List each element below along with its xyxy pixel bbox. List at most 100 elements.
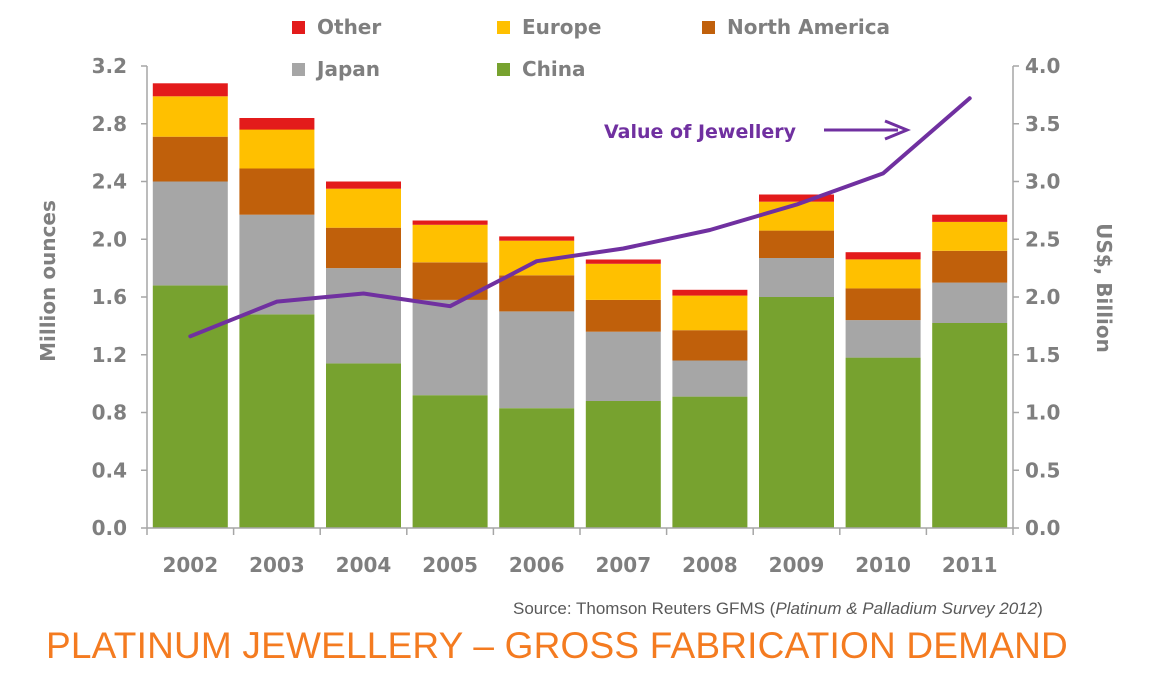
bar-other-2004: [326, 181, 401, 189]
bar-china-2002: [152, 285, 228, 528]
x-tick-label: 2010: [855, 553, 911, 577]
legend: Other Europe North America Japan China: [292, 15, 890, 81]
source-suffix: ): [1037, 599, 1043, 618]
bar-europe-2011: [932, 221, 1008, 251]
x-tick-label: 2002: [162, 553, 218, 577]
y2-tick-label: 2.5: [1025, 227, 1060, 251]
y-tick-label: 2.0: [92, 227, 127, 251]
bar-other-2005: [412, 220, 488, 225]
source-prefix: Source: Thomson Reuters GFMS (: [513, 599, 776, 618]
legend-swatch-north-america: [702, 21, 715, 34]
bars-group: [152, 83, 1008, 528]
y2-tick-label: 3.5: [1025, 112, 1060, 136]
bar-north-america-2003: [239, 168, 315, 215]
y-tick-label: 2.8: [92, 112, 127, 136]
bar-china-2008: [672, 396, 748, 528]
chart: 0.0 0.4 0.8 1.2 1.6 2.0 2.4 2.8 3.2 0.0 0.5 1.0 1.5 2…: [36, 15, 1116, 577]
bar-other-2011: [932, 214, 1008, 222]
legend-label-europe: Europe: [522, 15, 601, 39]
axes-group: 0.0 0.4 0.8 1.2 1.6 2.0 2.4 2.8 3.2 0.0 0.5 1.0 1.5 2…: [92, 54, 1061, 577]
legend-label-china: China: [522, 57, 586, 81]
bar-japan-2006: [499, 311, 575, 409]
y-tick-label: 1.2: [92, 343, 127, 367]
bar-japan-2010: [845, 320, 921, 358]
y2-tick-label: 1.5: [1025, 343, 1060, 367]
legend-label-north-america: North America: [727, 15, 890, 39]
legend-swatch-europe: [497, 21, 510, 34]
legend-label-japan: Japan: [315, 57, 380, 81]
bar-north-america-2008: [672, 330, 748, 361]
bar-north-america-2010: [845, 288, 921, 321]
legend-label-other: Other: [317, 15, 381, 39]
source-note: Source: Thomson Reuters GFMS (Platinum &…: [513, 599, 1133, 619]
legend-swatch-japan: [292, 63, 305, 76]
bar-other-2006: [499, 236, 575, 241]
x-tick-label: 2005: [422, 553, 478, 577]
bar-other-2003: [239, 118, 315, 130]
bar-europe-2004: [326, 188, 401, 228]
bar-europe-2002: [152, 96, 228, 137]
bar-europe-2007: [585, 263, 661, 300]
bar-japan-2005: [412, 299, 488, 396]
bar-north-america-2009: [759, 230, 834, 258]
bar-japan-2004: [326, 268, 401, 364]
bar-japan-2007: [585, 331, 661, 401]
y2-tick-label: 1.0: [1025, 401, 1060, 425]
bar-europe-2008: [672, 295, 748, 331]
bar-north-america-2011: [932, 250, 1008, 283]
value-of-jewellery-line: [188, 96, 972, 339]
x-tick-label: 2008: [682, 553, 738, 577]
source-italic: Platinum & Palladium Survey 2012: [775, 599, 1038, 618]
annotation-label: Value of Jewellery: [604, 121, 797, 143]
value-line-group: [188, 96, 972, 339]
y2-tick-label: 0.5: [1025, 458, 1060, 482]
bar-north-america-2004: [326, 227, 401, 269]
bar-north-america-2006: [499, 275, 575, 312]
annotation: Value of Jewellery: [604, 119, 911, 143]
bar-china-2011: [932, 323, 1008, 528]
bar-other-2008: [672, 289, 748, 296]
x-tick-label: 2003: [249, 553, 305, 577]
y-tick-label: 2.4: [92, 170, 127, 194]
legend-swatch-china: [497, 63, 510, 76]
bar-china-2009: [759, 297, 834, 528]
x-tick-label: 2007: [595, 553, 651, 577]
y-tick-label: 1.6: [92, 285, 127, 309]
y-tick-label: 0.4: [92, 458, 127, 482]
y-tick-label: 0.0: [92, 516, 127, 540]
bar-europe-2005: [412, 224, 488, 263]
bar-japan-2008: [672, 360, 748, 397]
legend-swatch-other: [292, 21, 305, 34]
x-tick-label: 2004: [336, 553, 392, 577]
bar-china-2006: [499, 408, 575, 528]
y-tick-label: 3.2: [92, 54, 127, 78]
y2-tick-label: 2.0: [1025, 285, 1060, 309]
bar-china-2010: [845, 357, 921, 528]
x-tick-label: 2009: [769, 553, 825, 577]
bar-china-2003: [239, 314, 315, 528]
x-tick-label: 2006: [509, 553, 565, 577]
y-axis-label: Million ounces: [36, 200, 60, 362]
bar-japan-2011: [932, 282, 1008, 323]
annotation-arrow-head: [884, 119, 911, 141]
bar-north-america-2002: [152, 136, 228, 182]
y-tick-label: 0.8: [92, 401, 127, 425]
y2-axis-label: US$, Billion: [1092, 223, 1116, 353]
bar-europe-2003: [239, 129, 315, 169]
bar-japan-2009: [759, 258, 834, 297]
bar-china-2005: [412, 395, 488, 528]
bar-other-2009: [759, 194, 834, 202]
y2-tick-label: 0.0: [1025, 516, 1060, 540]
bar-china-2004: [326, 363, 401, 528]
bar-other-2007: [585, 259, 661, 264]
chart-title: PLATINUM JEWELLERY – GROSS FABRICATION D…: [46, 625, 1068, 666]
bar-north-america-2007: [585, 299, 661, 332]
x-tick-label: 2011: [942, 553, 998, 577]
bar-japan-2002: [152, 181, 228, 286]
bar-other-2010: [845, 252, 921, 260]
y2-tick-label: 4.0: [1025, 54, 1060, 78]
bar-other-2002: [152, 83, 228, 97]
bar-china-2007: [585, 401, 661, 528]
y2-tick-label: 3.0: [1025, 170, 1060, 194]
bar-europe-2010: [845, 259, 921, 289]
